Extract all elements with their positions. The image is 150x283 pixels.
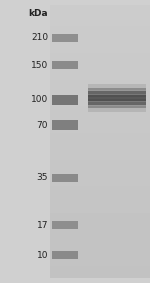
Bar (88, 91, 146, 97)
Bar (52, 174, 78, 182)
Text: 10: 10 (36, 250, 48, 260)
Text: 210: 210 (31, 33, 48, 42)
Bar (52, 251, 78, 259)
Text: 35: 35 (36, 173, 48, 183)
Bar (88, 102, 146, 108)
Bar (88, 84, 146, 90)
Bar (88, 95, 146, 101)
Text: 70: 70 (36, 121, 48, 130)
Bar (52, 120, 78, 130)
Text: 100: 100 (31, 95, 48, 104)
Text: kDa: kDa (28, 10, 48, 18)
Text: 17: 17 (36, 220, 48, 230)
Bar (52, 221, 78, 229)
Bar (88, 99, 146, 105)
Bar (88, 88, 146, 94)
Bar (52, 61, 78, 69)
Bar (52, 95, 78, 105)
Bar (52, 34, 78, 42)
Text: 150: 150 (31, 61, 48, 70)
Bar (88, 106, 146, 112)
